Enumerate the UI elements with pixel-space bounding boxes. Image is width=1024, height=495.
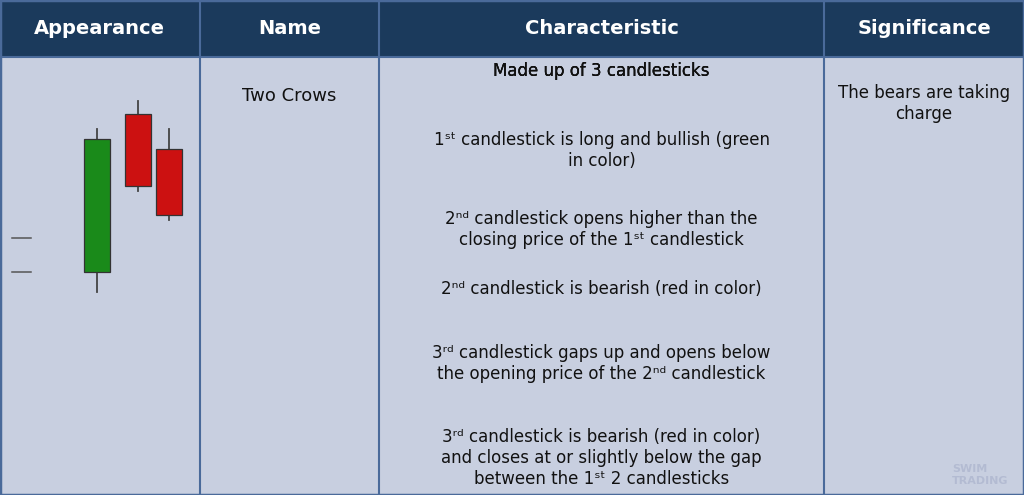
Text: Made up of 3 candlesticks: Made up of 3 candlesticks <box>494 62 710 80</box>
Text: The bears are taking
charge: The bears are taking charge <box>838 84 1011 123</box>
Bar <box>200 0 379 57</box>
Bar <box>379 0 824 57</box>
Text: 1ˢᵗ candlestick is long and bullish (green
in color): 1ˢᵗ candlestick is long and bullish (gre… <box>433 131 770 170</box>
Text: 2ⁿᵈ candlestick is bearish (red in color): 2ⁿᵈ candlestick is bearish (red in color… <box>441 280 762 297</box>
Bar <box>84 139 111 272</box>
Text: Made up of 3 candlesticks: Made up of 3 candlesticks <box>494 62 710 80</box>
Text: Significance: Significance <box>857 19 991 38</box>
Text: Made up of 3 candlesticks: Made up of 3 candlesticks <box>494 62 710 80</box>
Bar <box>824 0 1024 57</box>
Text: Appearance: Appearance <box>35 19 165 38</box>
Text: Two Crows: Two Crows <box>242 87 337 104</box>
Bar <box>126 114 152 186</box>
Text: 3ʳᵈ candlestick gaps up and opens below
the opening price of the 2ⁿᵈ candlestick: 3ʳᵈ candlestick gaps up and opens below … <box>432 344 771 383</box>
Text: 3ʳᵈ candlestick is bearish (red in color)
and closes at or slightly below the ga: 3ʳᵈ candlestick is bearish (red in color… <box>441 428 762 488</box>
Text: SWIM
TRADING: SWIM TRADING <box>952 464 1009 486</box>
Text: 2ⁿᵈ candlestick opens higher than the
closing price of the 1ˢᵗ candlestick: 2ⁿᵈ candlestick opens higher than the cl… <box>445 210 758 249</box>
Text: Name: Name <box>258 19 321 38</box>
Bar <box>0 0 200 57</box>
Text: Characteristic: Characteristic <box>524 19 679 38</box>
Bar <box>156 148 182 215</box>
